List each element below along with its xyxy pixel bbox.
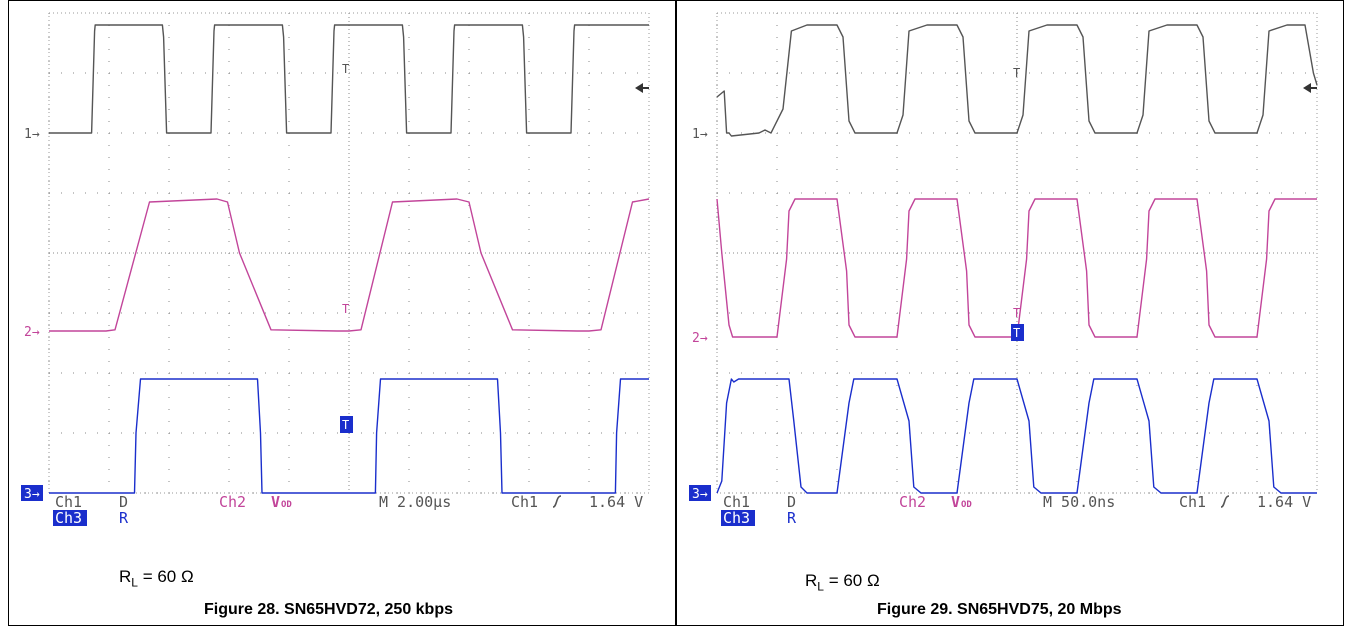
readout-ch2-signal: V xyxy=(951,493,960,511)
readout-ch2-signal: V xyxy=(271,493,280,511)
readout-trigger-source: Ch1 xyxy=(1179,493,1206,511)
readout-trigger-level: 1.64 V xyxy=(589,493,643,511)
figure-28-panel: 1→ 2→ 3→ T T T Ch1 D Ch3 R Ch2 V OD M 2.00µs Ch1 1.64 V… xyxy=(8,0,676,626)
readout-ch1-signal: D xyxy=(119,493,128,511)
figure-caption: Figure 28. SN65HVD72, 250 kbps xyxy=(204,601,453,618)
trigger-marker: T xyxy=(1013,306,1020,320)
waveform-channel-2 xyxy=(49,198,650,332)
readout-ch1-signal: D xyxy=(787,493,796,511)
trigger-edge-icon xyxy=(1220,495,1230,508)
readout-ch1: Ch1 xyxy=(55,493,82,511)
oscilloscope-plot-28: 1→ 2→ 3→ T T T Ch1 D Ch3 R Ch2 V OD M 2.00µs Ch1 1.64 V xyxy=(21,12,650,527)
channel-3-marker-box xyxy=(689,485,711,501)
channel-marker-label: 2→ xyxy=(692,331,708,346)
readout-ch3-box xyxy=(721,510,755,526)
readout-ch1: Ch1 xyxy=(723,493,750,511)
load-resistance-label: RL = 60 Ω xyxy=(119,567,194,590)
readout-ch2-signal-sub: OD xyxy=(961,500,972,510)
channel-marker-label: 3→ xyxy=(24,487,40,502)
channel-3-marker-box xyxy=(21,485,43,501)
trigger-marker: T xyxy=(342,62,349,76)
figure-29-panel: 1→ 2→ 3→ T T T Ch1 D Ch3 R Ch2 V OD M 50.0ns Ch1 1.64 V… xyxy=(676,0,1344,626)
readout-ch2-signal-sub: OD xyxy=(281,500,292,510)
readout-ch2: Ch2 xyxy=(219,493,246,511)
graticule xyxy=(716,12,1318,494)
trigger-level-arrow-icon xyxy=(1303,83,1311,93)
waveform-channel-1 xyxy=(49,24,649,134)
readout-ch2: Ch2 xyxy=(899,493,926,511)
channel-marker-label: 3→ xyxy=(692,487,708,502)
readout-timebase: M 2.00µs xyxy=(379,493,451,511)
trigger-marker-box xyxy=(1011,324,1024,341)
readout-ch3-box xyxy=(53,510,87,526)
readout-ch3-signal: R xyxy=(119,509,129,527)
graticule-border xyxy=(716,12,1318,494)
readout-trigger-source: Ch1 xyxy=(511,493,538,511)
trigger-marker-box xyxy=(340,416,353,433)
readout-timebase: M 50.0ns xyxy=(1043,493,1115,511)
waveform-channel-1 xyxy=(716,24,1318,137)
trigger-level-arrow-icon xyxy=(635,83,643,93)
trigger-marker: T xyxy=(1013,66,1020,80)
load-resistance-label: RL = 60 Ω xyxy=(805,571,880,594)
trigger-marker: T xyxy=(342,418,349,432)
trigger-marker: T xyxy=(1013,326,1020,340)
readout-ch3-signal: R xyxy=(787,509,797,527)
trigger-marker: T xyxy=(342,302,349,316)
readout-ch3: Ch3 xyxy=(723,509,750,527)
channel-marker-label: 2→ xyxy=(24,325,40,340)
figure-caption: Figure 29. SN65HVD75, 20 Mbps xyxy=(877,601,1122,618)
readout-ch3: Ch3 xyxy=(55,509,82,527)
waveform-channel-3 xyxy=(716,378,1317,494)
channel-marker-label: 1→ xyxy=(692,127,708,142)
readout-trigger-level: 1.64 V xyxy=(1257,493,1311,511)
channel-marker-label: 1→ xyxy=(24,127,40,142)
trigger-edge-icon xyxy=(552,495,562,508)
waveform-channel-3 xyxy=(49,378,649,494)
